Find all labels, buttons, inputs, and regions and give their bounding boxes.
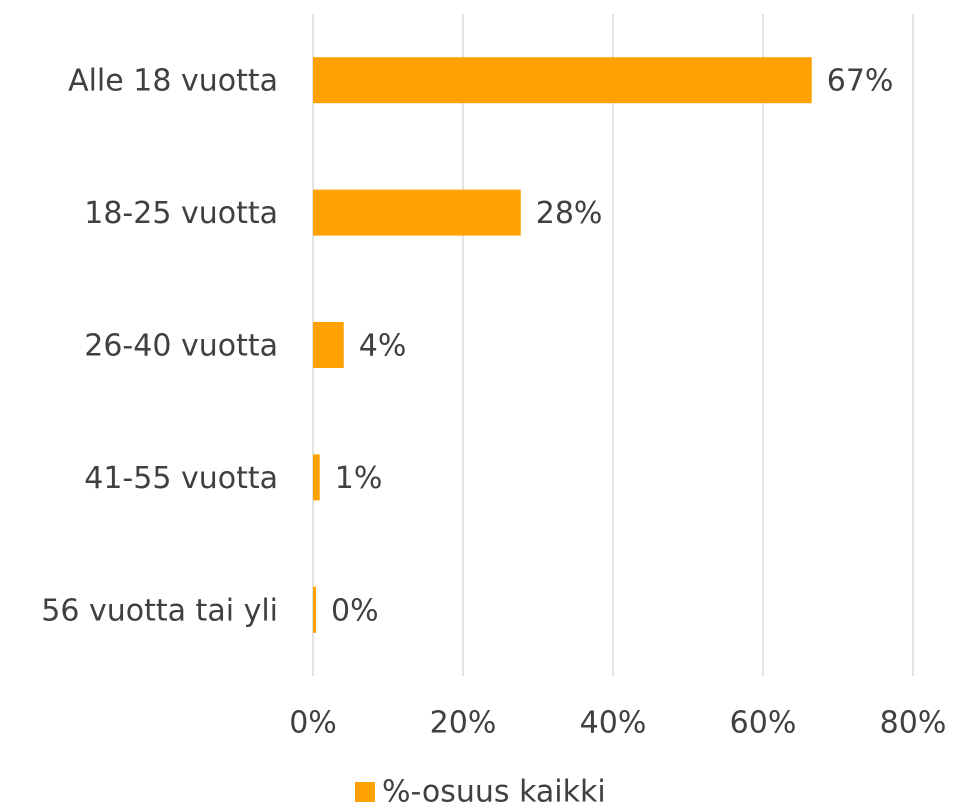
y-tick-label: 26-40 vuotta <box>84 329 278 364</box>
x-tick-label: 0% <box>289 706 337 741</box>
data-label: 4% <box>359 329 407 364</box>
x-tick-label: 80% <box>880 706 947 741</box>
y-tick-label: 56 vuotta tai yli <box>41 593 278 628</box>
bar <box>313 189 521 236</box>
data-label: 28% <box>536 196 603 231</box>
bar <box>313 454 320 501</box>
bar <box>313 57 812 104</box>
data-label: 0% <box>331 593 379 628</box>
y-tick-label: Alle 18 vuotta <box>68 64 278 99</box>
data-label: 67% <box>827 64 894 99</box>
data-label: 1% <box>335 461 383 496</box>
x-tick-label: 20% <box>430 706 497 741</box>
bar <box>313 322 344 368</box>
y-tick-label: 18-25 vuotta <box>84 196 278 231</box>
y-tick-label: 41-55 vuotta <box>84 461 278 496</box>
x-tick-label: 60% <box>730 706 797 741</box>
legend-label: %-osuus kaikki <box>382 775 606 808</box>
bar <box>313 586 316 633</box>
legend-swatch <box>355 782 375 802</box>
x-tick-label: 40% <box>580 706 647 741</box>
